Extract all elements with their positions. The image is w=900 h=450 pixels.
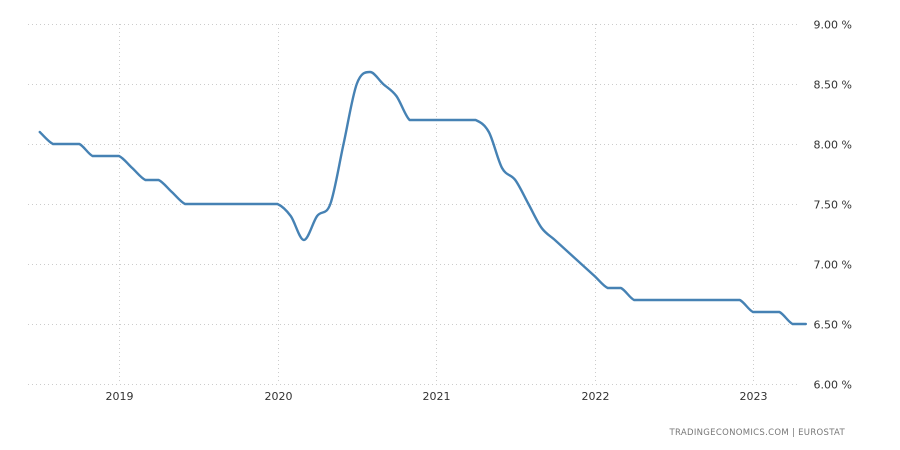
grid-lines xyxy=(28,24,800,385)
x-tick-label: 2022 xyxy=(582,390,610,403)
y-tick-label: 7.00 % xyxy=(814,259,852,272)
series-line xyxy=(38,70,808,326)
y-tick-label: 8.50 % xyxy=(814,79,852,92)
x-tick-label: 2023 xyxy=(740,390,768,403)
source-label: TRADINGECONOMICS.COM | EUROSTAT xyxy=(669,428,846,438)
y-tick-label: 6.00 % xyxy=(814,379,852,392)
x-tick-label: 2021 xyxy=(423,390,451,403)
y-tick-label: 6.50 % xyxy=(814,319,852,332)
y-axis-tick-labels: 9.00 % 8.50 % 8.00 % 7.50 % 7.00 % 6.50 % 6.00… xyxy=(814,19,852,392)
y-tick-label: 8.00 % xyxy=(814,139,852,152)
x-axis-tick-labels: 2019 2020 2021 2022 2023 xyxy=(106,390,768,403)
y-tick-label: 9.00 % xyxy=(814,19,852,32)
x-tick-label: 2019 xyxy=(106,390,134,403)
x-tick-label: 2020 xyxy=(265,390,293,403)
y-tick-label: 7.50 % xyxy=(814,199,852,212)
